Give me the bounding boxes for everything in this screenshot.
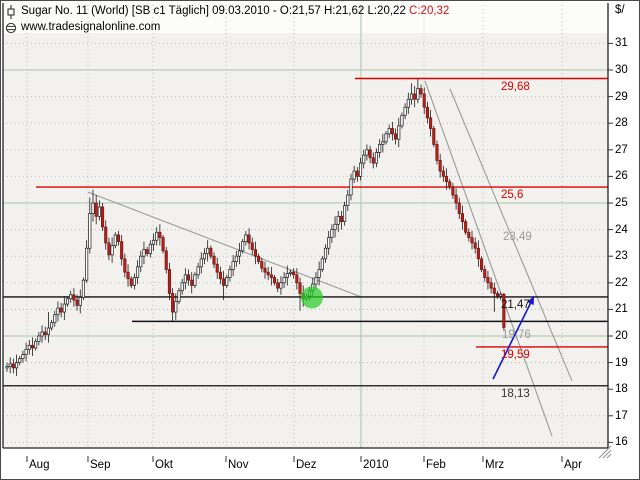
- projection-arrow-icon: [492, 295, 535, 380]
- level-label: 19,59: [501, 348, 530, 361]
- price-tick-label: 27: [615, 143, 628, 156]
- price-tick-label: 24: [615, 223, 628, 236]
- close-value: C:20,32: [409, 5, 450, 17]
- level-label: 21,47: [501, 298, 530, 311]
- annotation-label: 23,49: [503, 231, 532, 243]
- axis-ticks: [26, 42, 613, 462]
- price-tick-label: 30: [615, 64, 628, 76]
- month-tick-label: Aug: [29, 459, 50, 471]
- price-tick-label: 25: [615, 197, 628, 209]
- channel-line-left[interactable]: [424, 80, 553, 437]
- price-tick-label: 23: [615, 250, 628, 263]
- watermark: www.tradesignalonline.com: [21, 21, 161, 33]
- month-tick-label: Nov: [228, 459, 249, 471]
- channel-line-right[interactable]: [449, 88, 573, 382]
- resize-grip-icon[interactable]: [598, 445, 612, 459]
- globe-icon: [5, 21, 17, 39]
- month-tick-label: Dez: [296, 459, 317, 471]
- chart-title: Sugar No. 11 (World) [SB c1 Täglich] 09.…: [21, 5, 449, 17]
- price-tick-label: 20: [615, 330, 628, 342]
- month-tick-label: Sep: [90, 459, 111, 471]
- annotation-label: 19,76: [502, 329, 531, 341]
- level-label: 29,68: [501, 80, 530, 93]
- month-tick-label: Okt: [155, 459, 173, 471]
- level-label: 18,13: [501, 387, 530, 400]
- month-tick-label: Apr: [564, 459, 582, 471]
- month-tick-label: Feb: [426, 459, 446, 471]
- price-tick-label: 19: [615, 356, 628, 369]
- price-tick-label: 22: [615, 276, 628, 289]
- price-tick-label: 31: [615, 37, 628, 50]
- title-text: Sugar No. 11 (World) [SB c1 Täglich] 09.…: [21, 5, 410, 17]
- price-tick-label: 17: [615, 409, 628, 422]
- plot-border: [2, 3, 609, 449]
- price-tick-label: 18: [615, 383, 628, 396]
- candlestick-icon: [5, 5, 17, 24]
- axis-unit-label: $/: [615, 4, 625, 16]
- price-tick-label: 16: [615, 436, 628, 449]
- month-tick-label: Mrz: [485, 459, 505, 471]
- month-tick-label: 2010: [363, 459, 389, 471]
- level-label: 25,6: [501, 189, 524, 202]
- highlight-circle: [301, 286, 323, 309]
- price-tick-label: 21: [615, 303, 628, 316]
- price-tick-label: 29: [615, 90, 628, 103]
- price-tick-label: 28: [615, 117, 628, 130]
- price-tick-label: 26: [615, 170, 628, 183]
